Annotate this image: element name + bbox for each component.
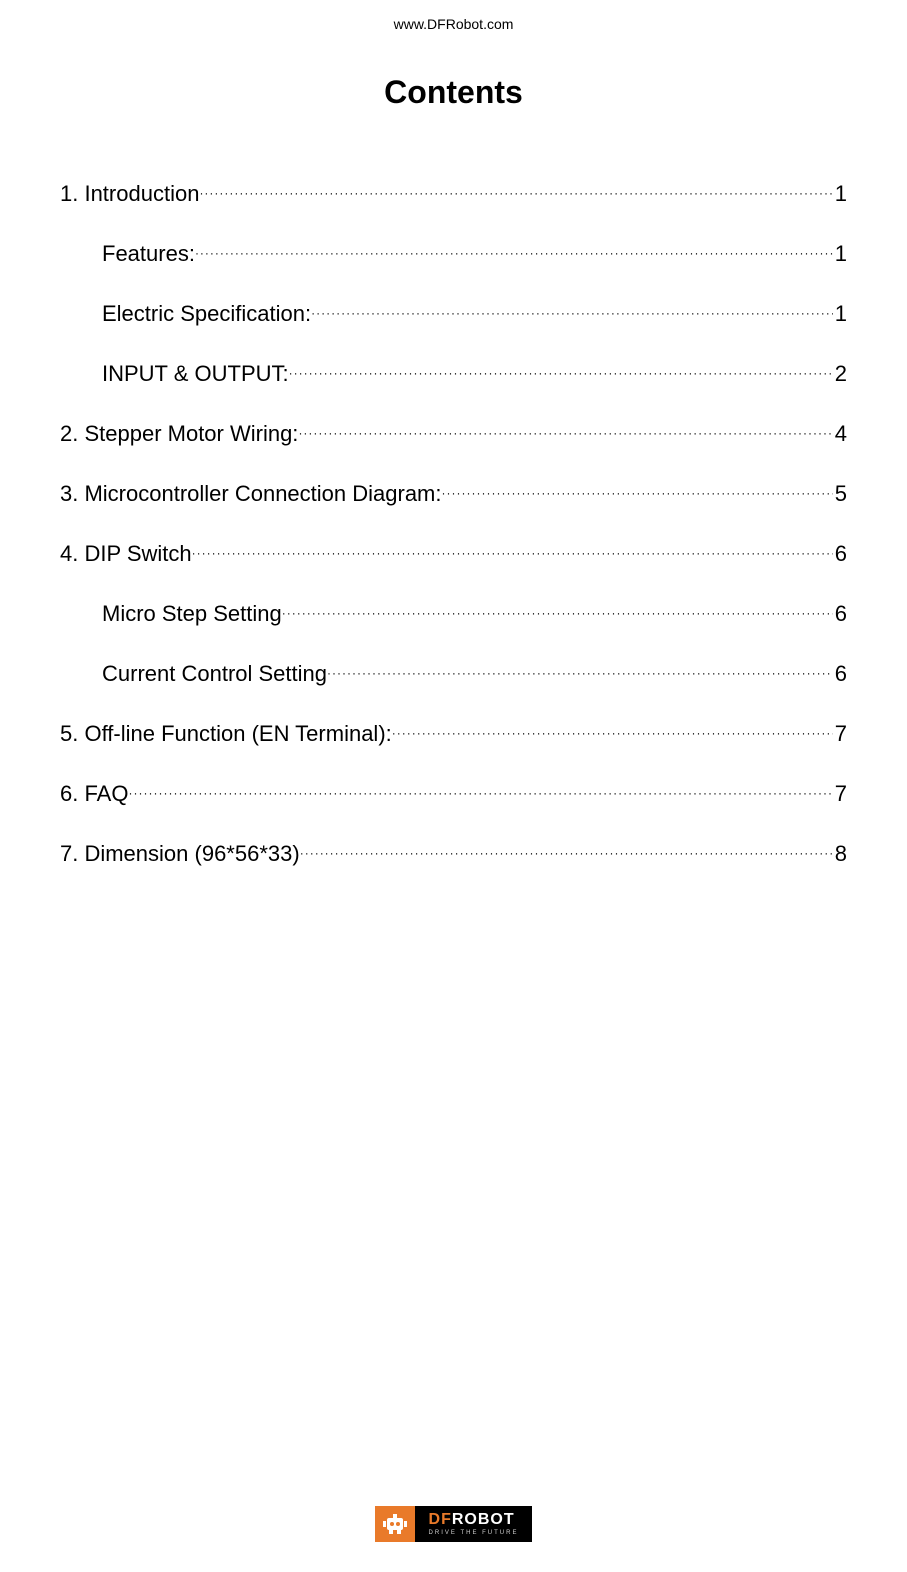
toc-leader-dots — [289, 366, 833, 380]
toc-page-number: 2 — [833, 361, 847, 387]
toc-label: 1. Introduction — [60, 181, 199, 207]
toc-label: 2. Stepper Motor Wiring: — [60, 421, 298, 447]
toc-page-number: 6 — [833, 601, 847, 627]
toc-entry[interactable]: Micro Step Setting 6 — [60, 601, 847, 627]
toc-leader-dots — [192, 546, 833, 560]
toc-leader-dots — [311, 306, 833, 320]
toc-page-number: 4 — [833, 421, 847, 447]
toc-leader-dots — [195, 246, 833, 260]
toc-page-number: 1 — [833, 181, 847, 207]
toc-leader-dots — [298, 426, 832, 440]
toc-entry[interactable]: Current Control Setting 6 — [60, 661, 847, 687]
toc-page-number: 7 — [833, 721, 847, 747]
toc-leader-dots — [128, 786, 832, 800]
toc-page-number: 1 — [833, 241, 847, 267]
toc-leader-dots — [199, 186, 832, 200]
toc-label: 4. DIP Switch — [60, 541, 192, 567]
toc-entry[interactable]: 3. Microcontroller Connection Diagram: 5 — [60, 481, 847, 507]
toc-label: 3. Microcontroller Connection Diagram: — [60, 481, 442, 507]
toc-entry[interactable]: 5. Off-line Function (EN Terminal): 7 — [60, 721, 847, 747]
brand-suffix: ROBOT — [452, 1511, 515, 1528]
toc-page-number: 5 — [833, 481, 847, 507]
table-of-contents: 1. Introduction1Features:1Electric Speci… — [60, 181, 847, 867]
robot-icon — [375, 1506, 415, 1542]
toc-label: Electric Specification: — [102, 301, 311, 327]
toc-label: Features: — [102, 241, 195, 267]
toc-label: 5. Off-line Function (EN Terminal): — [60, 721, 392, 747]
toc-page-number: 1 — [833, 301, 847, 327]
brand-logo: DFROBOT DRIVE THE FUTURE — [375, 1506, 533, 1542]
toc-label: 7. Dimension (96*56*33) — [60, 841, 300, 867]
toc-leader-dots — [327, 666, 833, 680]
toc-label: 6. FAQ — [60, 781, 128, 807]
toc-leader-dots — [442, 486, 833, 500]
page-title: Contents — [60, 74, 847, 111]
header-url: www.DFRobot.com — [60, 16, 847, 32]
toc-entry[interactable]: Features: 1 — [60, 241, 847, 267]
footer: DFROBOT DRIVE THE FUTURE — [0, 1506, 907, 1542]
toc-entry[interactable]: 2. Stepper Motor Wiring: 4 — [60, 421, 847, 447]
toc-label: INPUT & OUTPUT: — [102, 361, 289, 387]
toc-entry[interactable]: 7. Dimension (96*56*33) 8 — [60, 841, 847, 867]
toc-page-number: 7 — [833, 781, 847, 807]
brand-text: DFROBOT DRIVE THE FUTURE — [415, 1512, 533, 1536]
toc-leader-dots — [300, 846, 833, 860]
toc-entry[interactable]: INPUT & OUTPUT: 2 — [60, 361, 847, 387]
toc-label: Micro Step Setting — [102, 601, 282, 627]
toc-page-number: 6 — [833, 661, 847, 687]
toc-entry[interactable]: Electric Specification: 1 — [60, 301, 847, 327]
toc-label: Current Control Setting — [102, 661, 327, 687]
toc-entry[interactable]: 4. DIP Switch 6 — [60, 541, 847, 567]
toc-leader-dots — [392, 726, 833, 740]
toc-page-number: 6 — [833, 541, 847, 567]
toc-leader-dots — [282, 606, 833, 620]
toc-entry[interactable]: 6. FAQ 7 — [60, 781, 847, 807]
brand-prefix: DF — [429, 1511, 452, 1528]
brand-tagline: DRIVE THE FUTURE — [429, 1530, 519, 1536]
toc-page-number: 8 — [833, 841, 847, 867]
toc-entry[interactable]: 1. Introduction 1 — [60, 181, 847, 207]
